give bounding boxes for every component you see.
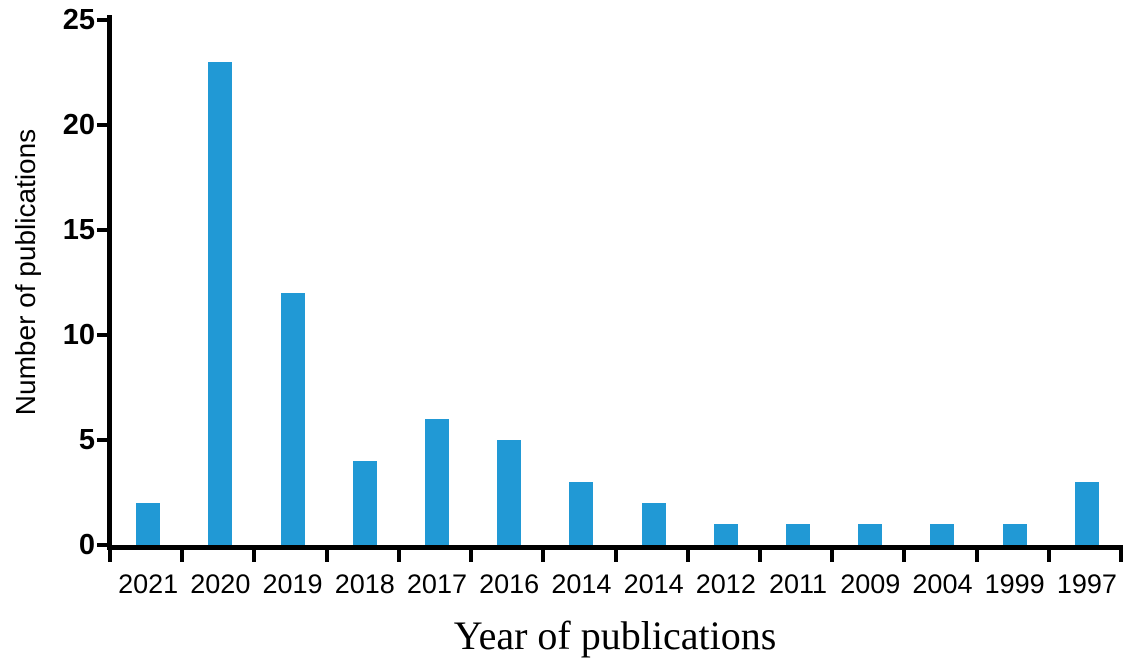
x-tick-mark xyxy=(1046,550,1051,562)
bar xyxy=(280,293,305,545)
x-tick-mark xyxy=(541,550,546,562)
bar xyxy=(641,503,666,545)
x-tick-label: 2014 xyxy=(551,569,612,599)
y-tick-mark xyxy=(97,543,107,547)
x-tick-mark xyxy=(252,550,257,562)
x-axis-line xyxy=(107,545,1123,550)
x-tick-mark xyxy=(685,550,690,562)
x-tick-label: 2011 xyxy=(768,569,828,599)
x-tick-label: 2019 xyxy=(262,569,323,599)
x-tick-label: 2021 xyxy=(118,569,179,599)
x-tick-mark xyxy=(974,550,979,562)
y-tick-label: 5 xyxy=(78,424,95,456)
y-tick-mark xyxy=(97,18,107,22)
x-tick-label: 2012 xyxy=(695,569,756,599)
bar xyxy=(569,482,594,545)
y-tick-mark xyxy=(97,228,107,232)
bar xyxy=(136,503,161,545)
bar xyxy=(1074,482,1099,545)
x-tick-label: 2016 xyxy=(479,569,540,599)
y-tick-label: 25 xyxy=(62,4,95,36)
x-axis-title: Year of publications xyxy=(453,613,777,658)
x-tick-mark xyxy=(1119,550,1123,562)
bar xyxy=(930,524,955,545)
bar xyxy=(497,440,522,545)
y-axis-title: Number of publications xyxy=(10,128,41,416)
y-axis-line xyxy=(107,15,112,550)
bar xyxy=(786,524,811,545)
x-tick-label: 2018 xyxy=(334,569,395,599)
x-tick-mark xyxy=(469,550,474,562)
x-tick-label: 2004 xyxy=(912,569,973,599)
y-tick-label: 15 xyxy=(62,214,95,246)
bar xyxy=(713,524,738,545)
x-tick-mark xyxy=(902,550,907,562)
x-tick-mark xyxy=(324,550,329,562)
x-tick-mark xyxy=(757,550,762,562)
x-tick-label: 2014 xyxy=(623,569,684,599)
x-tick-mark xyxy=(108,550,112,562)
x-tick-mark xyxy=(613,550,618,562)
y-tick-label: 0 xyxy=(78,529,95,561)
y-tick-mark xyxy=(97,333,107,337)
y-tick-label: 20 xyxy=(62,109,95,141)
x-tick-label: 2009 xyxy=(840,569,901,599)
bar xyxy=(858,524,883,545)
y-tick-label: 10 xyxy=(62,319,95,351)
plot-area xyxy=(97,15,1123,562)
x-tick-label: 1999 xyxy=(984,569,1045,599)
x-tick-label: 2020 xyxy=(190,569,251,599)
x-tick-mark xyxy=(180,550,185,562)
y-tick-mark xyxy=(97,123,107,127)
x-tick-label: 1997 xyxy=(1056,569,1117,599)
x-tick-mark xyxy=(396,550,401,562)
bar xyxy=(352,461,377,545)
bar xyxy=(424,419,449,545)
y-tick-mark xyxy=(97,438,107,442)
bar xyxy=(208,62,233,545)
x-tick-label: 2017 xyxy=(406,569,467,599)
bar xyxy=(1002,524,1027,545)
x-tick-mark xyxy=(830,550,835,562)
